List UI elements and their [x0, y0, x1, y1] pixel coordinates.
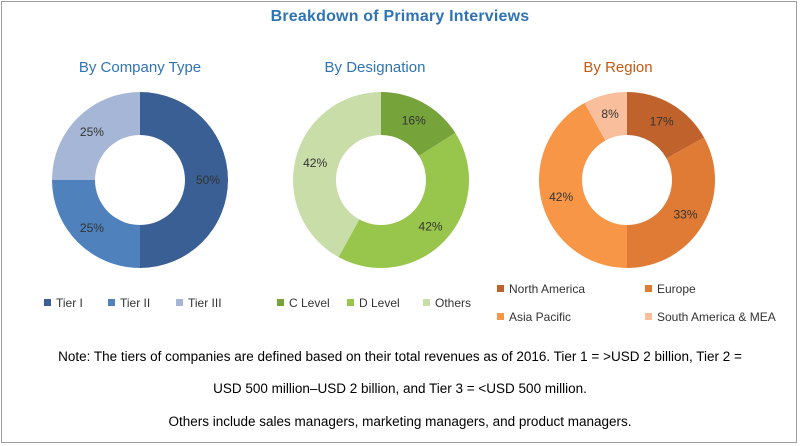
legend-item-tier-iii: Tier III [176, 296, 222, 310]
legend-swatch-tier-iii [176, 299, 183, 306]
legend-item-asia-pacific: Asia Pacific [497, 310, 571, 324]
data-label-tier-i: 50% [196, 173, 220, 187]
legend-swatch-south-america-mea [645, 313, 652, 320]
legend-swatch-d-level [347, 299, 354, 306]
legend-label-tier-ii: Tier II [120, 296, 151, 310]
legend-swatch-europe [645, 285, 652, 292]
data-label-d-level: 42% [419, 220, 443, 234]
data-label-europe: 33% [674, 208, 698, 222]
legend-label-europe: Europe [657, 282, 696, 296]
data-label-others: 42% [303, 156, 327, 170]
legend-swatch-others [423, 299, 430, 306]
legend-label-d-level: D Level [359, 296, 400, 310]
legend-swatch-tier-ii [108, 299, 115, 306]
legend-label-north-america: North America [509, 282, 586, 296]
slice-europe [627, 137, 715, 268]
legend-swatch-north-america [497, 285, 504, 292]
slice-north-america [627, 92, 705, 159]
donut-designation: 16% 42% 42% [292, 92, 470, 269]
note-line-1: Note: The tiers of companies are defined… [58, 349, 742, 364]
legend-item-others: Others [423, 296, 471, 310]
donut-region: 17% 33% 42% 8% [539, 92, 715, 268]
legend-item-d-level: D Level [347, 296, 400, 310]
slice-asia-pacific [539, 102, 627, 268]
slice-d-level [338, 132, 470, 269]
slice-tier-ii [52, 180, 140, 268]
slice-c-level [381, 92, 456, 156]
slice-tier-iii [52, 92, 140, 180]
data-label-tier-iii: 25% [80, 125, 104, 139]
legend-item-europe: Europe [645, 282, 696, 296]
legend-label-asia-pacific: Asia Pacific [509, 310, 572, 324]
data-label-north-america: 17% [650, 114, 674, 128]
data-label-c-level: 16% [402, 113, 426, 127]
legend-swatch-tier-i [44, 299, 51, 306]
legend-item-north-america: North America [497, 282, 585, 296]
chart-title-company-type: By Company Type [78, 59, 202, 76]
data-label-asia-pacific: 42% [549, 190, 573, 204]
legend-swatch-c-level [277, 299, 284, 306]
legend-item-c-level: C Level [277, 296, 330, 310]
slice-tier-i [140, 92, 228, 268]
legend-item-tier-ii: Tier II [108, 296, 150, 310]
legend-label-tier-iii: Tier III [188, 296, 222, 310]
data-label-south-america-mea: 8% [601, 107, 619, 121]
legend-label-south-america-mea: South America & MEA [657, 310, 776, 324]
legend-swatch-asia-pacific [497, 313, 504, 320]
slice-south-america-mea [584, 92, 627, 141]
slice-others [292, 92, 381, 258]
legend-item-tier-i: Tier I [44, 296, 83, 310]
donut-company-type: 50% 25% 25% [52, 92, 228, 268]
page-title: Breakdown of Primary Interviews [270, 8, 530, 25]
note-line-3: Others include sales managers, marketing… [168, 414, 632, 429]
legend-item-south-america-mea: South America & MEA [645, 310, 776, 324]
legend-label-c-level: C Level [289, 296, 330, 310]
chart-title-designation: By Designation [324, 59, 426, 76]
chart-title-region: By Region [583, 59, 653, 76]
data-label-tier-ii: 25% [80, 221, 104, 235]
note-line-2: USD 500 million–USD 2 billion, and Tier … [213, 381, 587, 396]
legend-label-others: Others [435, 296, 472, 310]
legend-label-tier-i: Tier I [56, 296, 83, 310]
